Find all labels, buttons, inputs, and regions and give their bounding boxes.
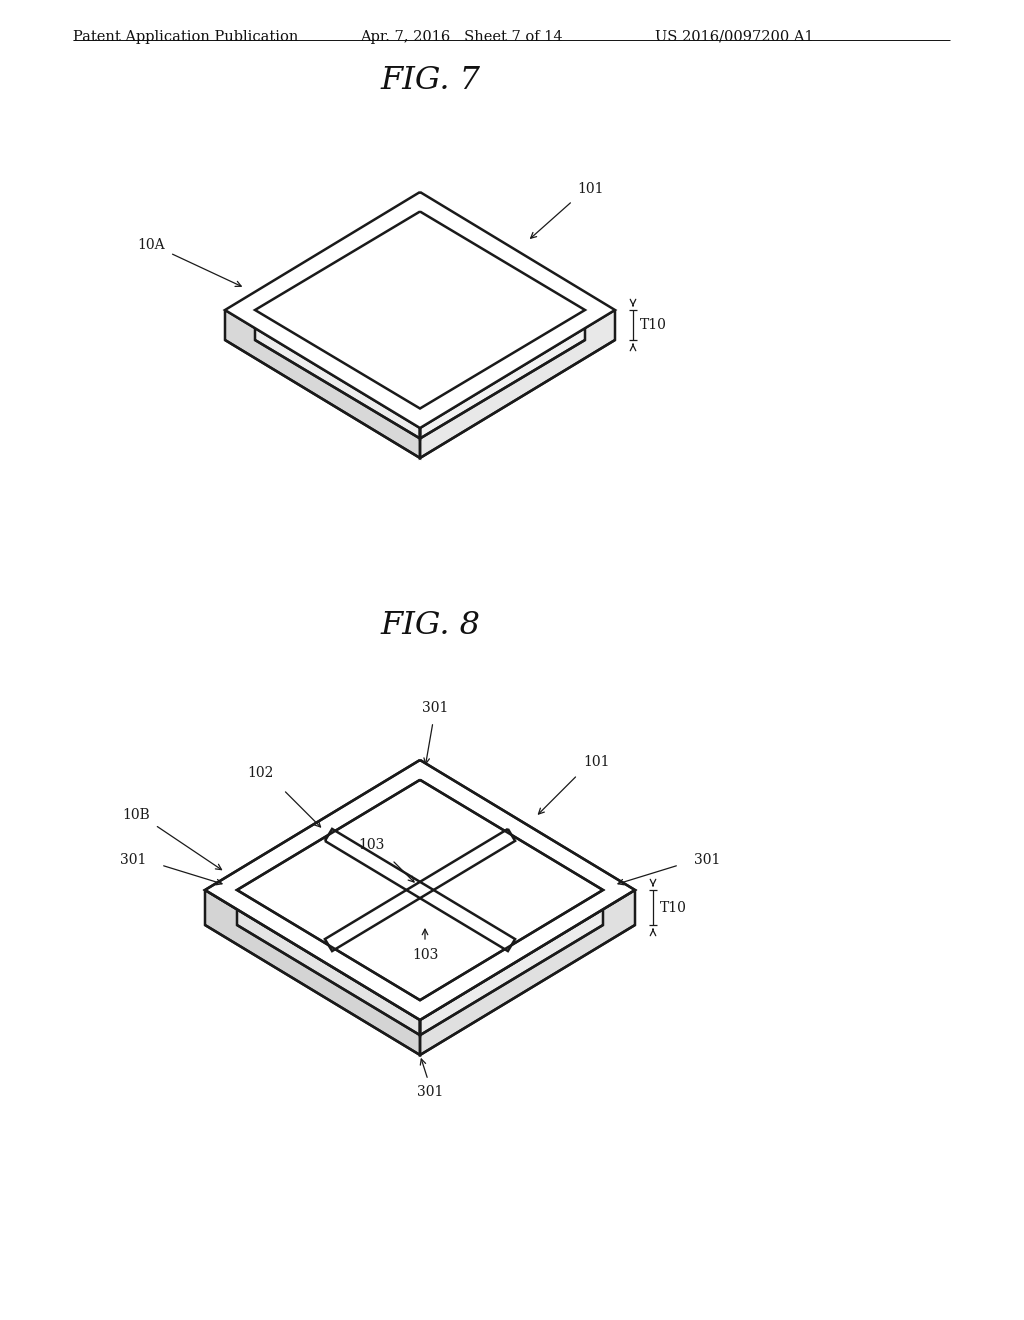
Text: 103: 103 [412, 948, 438, 962]
Polygon shape [420, 310, 615, 458]
Polygon shape [237, 890, 420, 1035]
Text: Apr. 7, 2016   Sheet 7 of 14: Apr. 7, 2016 Sheet 7 of 14 [360, 30, 562, 44]
Polygon shape [225, 310, 420, 458]
Polygon shape [237, 780, 603, 1001]
Text: 101: 101 [584, 755, 610, 770]
Text: 301: 301 [694, 853, 720, 867]
Text: 10B: 10B [122, 808, 150, 822]
Polygon shape [420, 890, 635, 1055]
Text: Patent Application Publication: Patent Application Publication [73, 30, 298, 44]
Text: 301: 301 [422, 701, 449, 715]
Polygon shape [325, 829, 515, 952]
Text: 102: 102 [247, 766, 273, 780]
Text: 10A: 10A [137, 238, 165, 252]
Text: 301: 301 [120, 853, 146, 867]
Polygon shape [205, 760, 635, 1020]
Polygon shape [420, 890, 603, 1035]
Polygon shape [205, 890, 420, 1055]
Polygon shape [255, 211, 585, 408]
Text: US 2016/0097200 A1: US 2016/0097200 A1 [655, 30, 814, 44]
Text: T10: T10 [640, 318, 667, 333]
Text: 301: 301 [417, 1085, 443, 1100]
Text: T10: T10 [660, 900, 687, 915]
Text: FIG. 7: FIG. 7 [380, 65, 480, 96]
Polygon shape [225, 191, 615, 428]
Text: FIG. 8: FIG. 8 [380, 610, 480, 642]
Polygon shape [255, 310, 420, 438]
Polygon shape [420, 310, 585, 438]
Text: 101: 101 [578, 182, 604, 195]
Polygon shape [325, 829, 515, 952]
Text: 103: 103 [358, 838, 385, 851]
